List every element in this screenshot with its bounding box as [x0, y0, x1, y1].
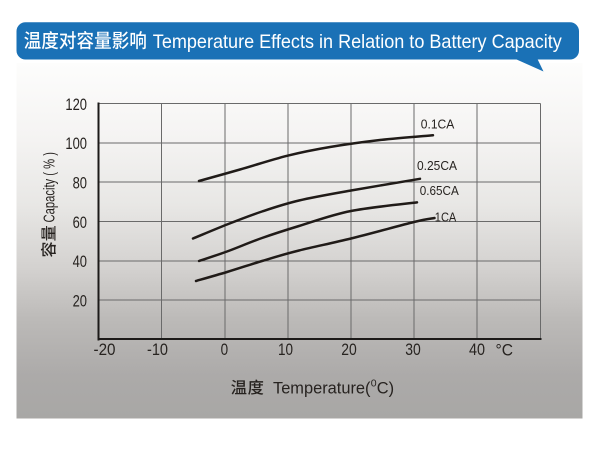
svg-text:Temperature Effects in Relatio: Temperature Effects in Relation to Batte…: [153, 31, 562, 53]
svg-text:100: 100: [65, 135, 87, 153]
svg-text:0.65CA: 0.65CA: [420, 183, 459, 198]
svg-text:80: 80: [73, 175, 87, 193]
svg-text:120: 120: [65, 96, 87, 114]
svg-text:-10: -10: [147, 341, 168, 359]
svg-text:0.25CA: 0.25CA: [417, 158, 457, 173]
svg-text:Capacity ( % ): Capacity ( % ): [42, 152, 59, 223]
svg-text:°C: °C: [496, 341, 514, 359]
svg-text:30: 30: [405, 341, 421, 359]
svg-text:20: 20: [341, 341, 357, 359]
svg-text:0: 0: [371, 378, 377, 390]
svg-text:40: 40: [469, 341, 485, 359]
svg-text:0: 0: [221, 341, 229, 359]
svg-text:10: 10: [278, 341, 293, 359]
svg-text:60: 60: [73, 214, 87, 232]
svg-text:Temperature(: Temperature(: [273, 380, 371, 398]
svg-text:20: 20: [73, 293, 87, 311]
svg-text:-20: -20: [94, 341, 116, 359]
svg-text:0.1CA: 0.1CA: [421, 117, 455, 132]
svg-text:C): C): [377, 380, 394, 398]
svg-text:40: 40: [73, 253, 87, 271]
svg-text:1CA: 1CA: [435, 210, 457, 225]
